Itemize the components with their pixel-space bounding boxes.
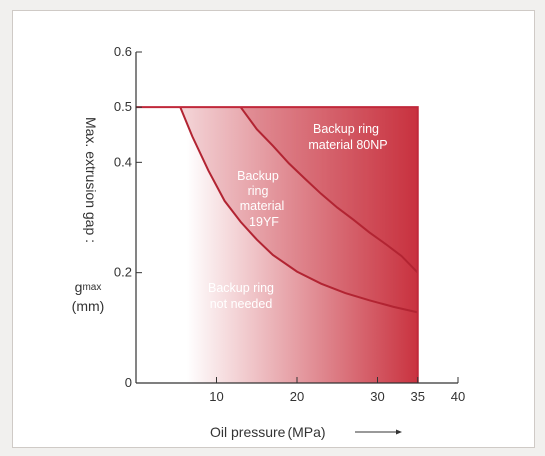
x-axis-title-text: Oil pressure (MPa) — [210, 424, 326, 440]
y-axis-title: Max. extrusion gap : gmax (mm) — [72, 117, 105, 314]
x-tick-label: 30 — [370, 389, 384, 404]
y-tick-label: 0.2 — [114, 265, 132, 280]
region-label-line: material 80NP — [308, 138, 387, 152]
y-tick-label: 0 — [125, 375, 132, 390]
x-axis-title-main: Oil pressure — [210, 424, 286, 440]
x-tick-label: 10 — [209, 389, 223, 404]
y-tick-label: 0.5 — [114, 99, 132, 114]
region-label-line: material — [240, 199, 284, 213]
region-label-line: not needed — [210, 297, 273, 311]
x-tick-label: 20 — [290, 389, 304, 404]
region-label-line: 19YF — [249, 215, 279, 229]
y-axis-symbol-g: g — [75, 279, 83, 295]
x-tick-label: 35 — [411, 389, 425, 404]
region-label-line: Backup — [237, 169, 279, 183]
y-axis-unit: (mm) — [72, 298, 105, 314]
region-label-line: Backup ring — [208, 281, 274, 295]
y-axis-title-line: Max. extrusion gap : — [83, 117, 99, 243]
y-tick-label: 0.4 — [114, 154, 132, 169]
x-axis-title-unit: (MPa) — [287, 424, 325, 440]
x-tick-label: 40 — [451, 389, 465, 404]
x-axis-arrow-icon — [355, 430, 402, 435]
y-axis-symbol: gmax — [75, 279, 102, 295]
plot-area: 0 0.2 0.4 0.5 0.6 10 20 30 35 40 — [114, 44, 465, 404]
region-label-line: Backup ring — [313, 122, 379, 136]
x-axis-title: Oil pressure (MPa) — [210, 424, 402, 440]
y-tick-label: 0.6 — [114, 44, 132, 59]
region-label-line: ring — [248, 184, 269, 198]
y-axis-symbol-sub: max — [82, 282, 101, 293]
